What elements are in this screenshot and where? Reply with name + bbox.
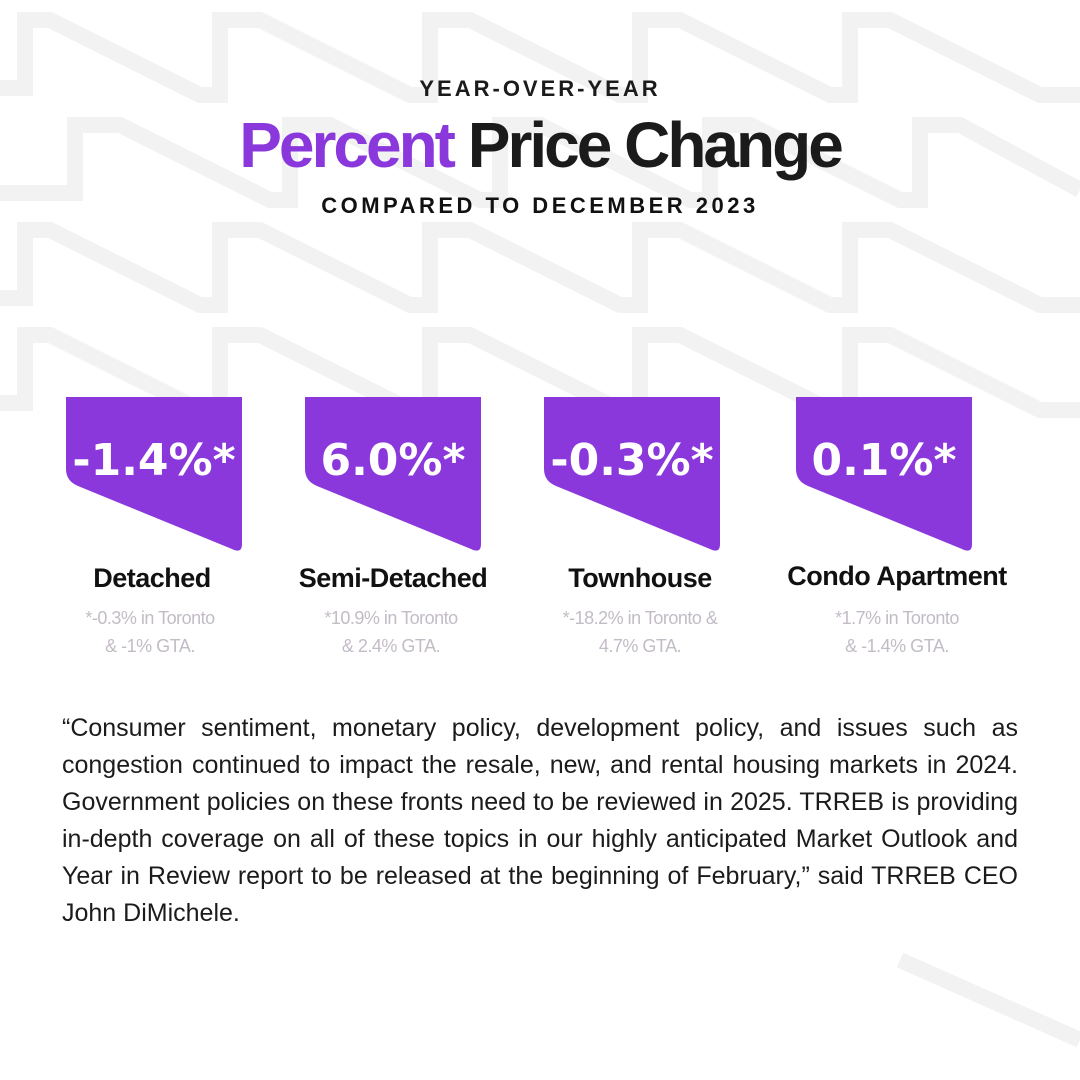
note-line: *1.7% in Toronto: [835, 608, 959, 628]
page-title: Percent Price Change: [0, 108, 1080, 182]
quote-paragraph: “Consumer sentiment, monetary policy, de…: [62, 714, 1018, 927]
note-line: *-18.2% in Toronto &: [562, 608, 718, 628]
note-line: *10.9% in Toronto: [324, 608, 458, 628]
card-shape: [544, 397, 720, 551]
title-accent: Percent: [239, 109, 456, 181]
card-value: -1.4%*: [72, 435, 236, 486]
value-card-townhouse: -0.3%*: [544, 397, 720, 552]
card-shape: [305, 397, 481, 551]
card-note: *10.9% in Toronto & 2.4% GTA.: [271, 604, 511, 660]
card-note: *1.7% in Toronto & -1.4% GTA.: [777, 604, 1017, 660]
card-shape: [66, 397, 242, 551]
card-shape: [796, 397, 972, 551]
card-label: Condo Apartment: [787, 561, 1007, 591]
value-card-semi-detached: 6.0%*: [305, 397, 481, 552]
note-line: & 2.4% GTA.: [341, 636, 441, 656]
note-line: 4.7% GTA.: [598, 636, 682, 656]
card-value: 0.1%*: [811, 435, 957, 486]
card-value: -0.3%*: [550, 435, 714, 486]
card-label: Semi-Detached: [298, 563, 488, 593]
note-line: *-0.3% in Toronto: [85, 608, 215, 628]
card-note: *-18.2% in Toronto & 4.7% GTA.: [520, 604, 760, 660]
card-label: Townhouse: [568, 563, 712, 593]
value-card-detached: -1.4%*: [66, 397, 242, 552]
value-card-condo: 0.1%*: [796, 397, 972, 552]
note-line: & -1% GTA.: [105, 636, 195, 656]
note-line: & -1.4% GTA.: [845, 636, 949, 656]
card-note: *-0.3% in Toronto & -1% GTA.: [30, 604, 270, 660]
kicker-heading: YEAR-OVER-YEAR: [419, 76, 661, 101]
card-value: 6.0%*: [320, 435, 466, 486]
card-label: Detached: [93, 563, 211, 593]
title-rest: Price Change: [467, 109, 844, 181]
subtitle: COMPARED TO DECEMBER 2023: [321, 193, 759, 218]
